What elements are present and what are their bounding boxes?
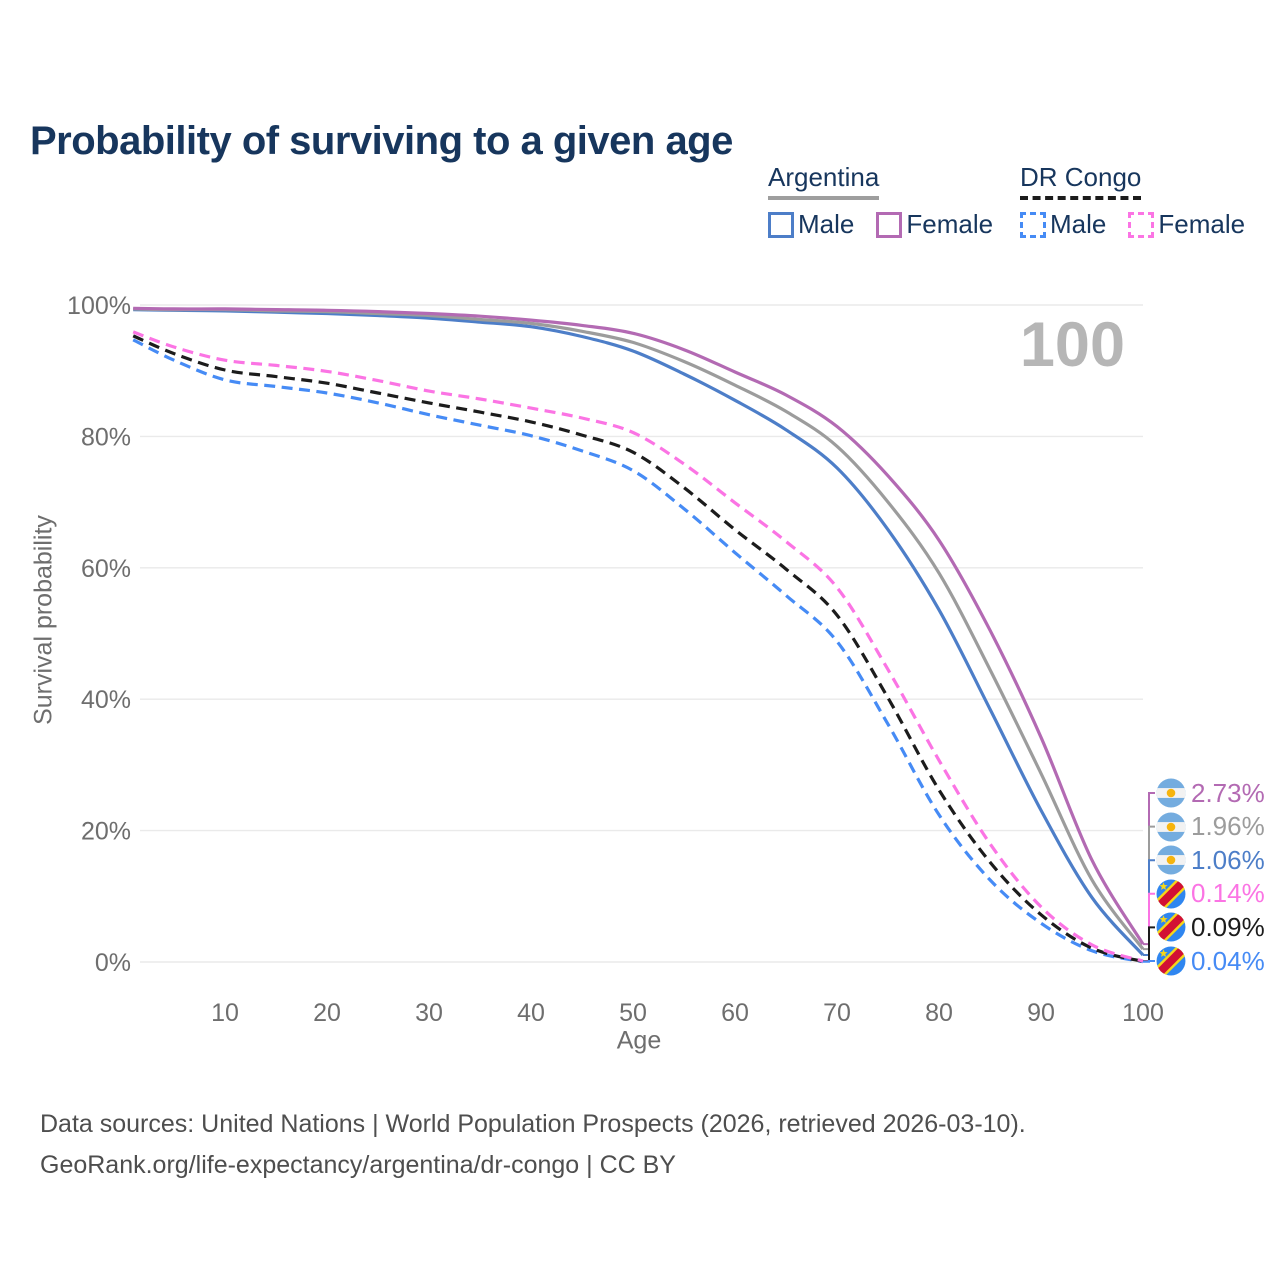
argentina-male-swatch-icon — [768, 211, 794, 238]
end-label-argentina-both[interactable]: 1.96% — [1156, 811, 1265, 842]
age-counter-watermark: 100 — [1020, 310, 1125, 380]
x-tick-label: 10 — [211, 999, 239, 1027]
y-axis-title: Survival probability — [29, 515, 58, 725]
dr-congo-male-swatch-icon — [1020, 211, 1046, 238]
y-tick-label: 80% — [81, 423, 131, 451]
y-tick-label: 60% — [81, 555, 131, 583]
series-end-labels: 2.73% 1.96% 1.06% 0.14% 0.09% 0.04% — [1156, 0, 1280, 1000]
x-tick-label: 60 — [721, 999, 749, 1027]
dr-congo-flag-icon — [1156, 912, 1186, 942]
survival-curve-drc-both[interactable] — [132, 334, 1144, 963]
survival-curve-argentina-both[interactable] — [133, 307, 1145, 951]
end-label-argentina-male[interactable]: 1.06% — [1156, 845, 1265, 875]
footer-data-sources: Data sources: United Nations | World Pop… — [40, 1110, 1026, 1138]
survival-curve-drc-male[interactable] — [132, 338, 1144, 964]
legend-header-dr-congo: DR Congo — [1020, 162, 1142, 200]
argentina-female-swatch-icon — [876, 211, 903, 238]
end-label-connector — [1143, 960, 1155, 963]
legend-header-argentina: Argentina — [768, 162, 880, 200]
footer: Data sources: United Nations | World Pop… — [40, 1104, 1026, 1186]
legend-item-dr-congo-female[interactable]: Female — [1128, 209, 1245, 240]
x-tick-label: 40 — [517, 999, 545, 1027]
legend-item-dr-congo-male[interactable]: Male — [1020, 209, 1106, 240]
legend-group-dr-congo: DR Congo Male Female — [1020, 162, 1245, 240]
survival-curve-argentina-female[interactable] — [133, 306, 1145, 945]
end-label-value: 0.14% — [1191, 878, 1265, 909]
dr-congo-female-swatch-icon — [1128, 211, 1155, 238]
end-label-drc-both[interactable]: 0.09% — [1156, 912, 1265, 942]
x-tick-label: 50 — [619, 999, 647, 1027]
legend-item-argentina-male[interactable]: Male — [768, 209, 854, 240]
argentina-flag-icon — [1156, 778, 1186, 808]
end-label-value: 1.06% — [1191, 844, 1265, 875]
argentina-flag-icon — [1156, 812, 1186, 842]
end-label-value: 2.73% — [1191, 777, 1265, 808]
end-label-value: 0.09% — [1191, 911, 1265, 942]
end-label-value: 1.96% — [1191, 811, 1265, 842]
dr-congo-flag-icon — [1156, 946, 1186, 976]
x-axis-title: Age — [616, 1026, 662, 1055]
y-tick-label: 100% — [67, 292, 131, 320]
end-label-drc-male[interactable]: 0.04% — [1156, 946, 1265, 976]
end-label-value: 0.04% — [1191, 945, 1265, 976]
page-title: Probability of surviving to a given age — [30, 118, 733, 163]
legend-item-label: Male — [798, 209, 855, 239]
x-tick-label: 20 — [313, 999, 341, 1027]
legend-item-label: Female — [906, 209, 994, 239]
footer-attribution: GeoRank.org/life-expectancy/argentina/dr… — [40, 1151, 676, 1179]
x-tick-label: 30 — [415, 999, 443, 1027]
x-tick-label: 90 — [1027, 999, 1055, 1027]
x-tick-label: 100 — [1122, 999, 1164, 1027]
legend-item-label: Female — [1158, 209, 1246, 239]
dr-congo-flag-icon — [1156, 879, 1186, 909]
y-tick-label: 0% — [95, 949, 131, 977]
end-label-drc-female[interactable]: 0.14% — [1156, 878, 1265, 909]
x-tick-label: 70 — [823, 999, 851, 1027]
y-tick-label: 20% — [81, 818, 131, 846]
argentina-flag-icon — [1156, 845, 1186, 875]
survival-curve-argentina-male[interactable] — [133, 308, 1145, 957]
legend-item-argentina-female[interactable]: Female — [876, 209, 993, 240]
y-tick-label: 40% — [81, 686, 131, 714]
end-label-argentina-female[interactable]: 2.73% — [1156, 778, 1265, 808]
legend-group-argentina: Argentina Male Female — [768, 162, 993, 240]
x-tick-label: 80 — [925, 999, 953, 1027]
legend-item-label: Male — [1050, 209, 1107, 239]
survival-curve-drc-female[interactable] — [132, 330, 1144, 963]
